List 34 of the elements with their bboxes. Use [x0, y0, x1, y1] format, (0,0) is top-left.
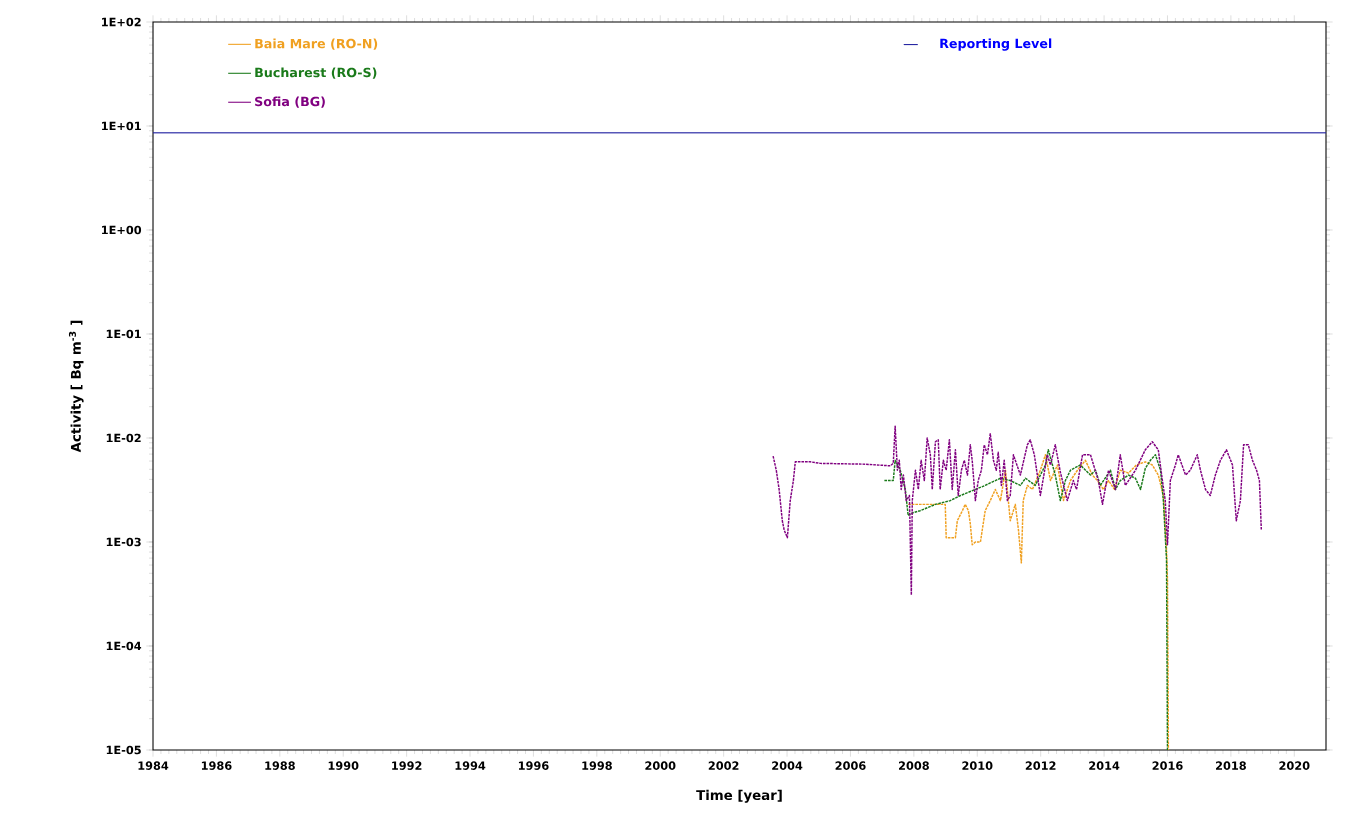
y-axis-title: Activity [ Bq m$^{-3}$ ] — [68, 320, 84, 453]
x-axis-title: Time [year] — [696, 789, 782, 803]
x-tick-label: 2020 — [1279, 761, 1310, 770]
x-tick-label: 1992 — [392, 761, 422, 770]
legend-label: Bucharest (RO-S) — [255, 67, 377, 79]
x-tick-label: 1994 — [455, 761, 486, 770]
x-tick-label: 1998 — [582, 761, 612, 770]
x-tick-label: 1984 — [138, 761, 169, 770]
x-tick-label: 2002 — [708, 761, 739, 770]
legend-label: Baia Mare (RO-N) — [255, 38, 378, 50]
x-tick-label: 2006 — [835, 761, 866, 770]
x-tick-label: 2018 — [1216, 761, 1246, 770]
x-tick-label: 2016 — [1152, 761, 1183, 770]
y-tick-label: 1E-04 — [106, 641, 142, 651]
legend-label: Reporting Level — [940, 38, 1052, 51]
y-tick-label: 1E+02 — [102, 17, 141, 27]
y-tick-label: 1E-05 — [106, 745, 141, 755]
x-tick-label: 1990 — [328, 761, 359, 770]
y-tick-label: 1E-02 — [106, 433, 141, 443]
x-tick-label: 2014 — [1089, 761, 1120, 770]
x-tick-label: 2010 — [962, 761, 993, 770]
x-tick-label: 2000 — [645, 761, 676, 770]
x-tick-label: 1996 — [518, 761, 549, 770]
y-tick-label: 1E+00 — [102, 225, 142, 235]
x-tick-label: 2004 — [772, 761, 803, 770]
x-tick-label: 2012 — [1025, 761, 1056, 770]
y-tick-label: 1E-01 — [106, 329, 141, 339]
y-tick-label: 1E-03 — [106, 537, 141, 547]
x-tick-label: 1988 — [265, 761, 295, 770]
x-tick-label: 2008 — [898, 761, 929, 770]
y-tick-label: 1E+01 — [102, 121, 141, 131]
legend-label: Sofia (BG) — [255, 96, 325, 108]
x-tick-label: 1986 — [201, 761, 232, 770]
line-series — [772, 425, 1263, 596]
